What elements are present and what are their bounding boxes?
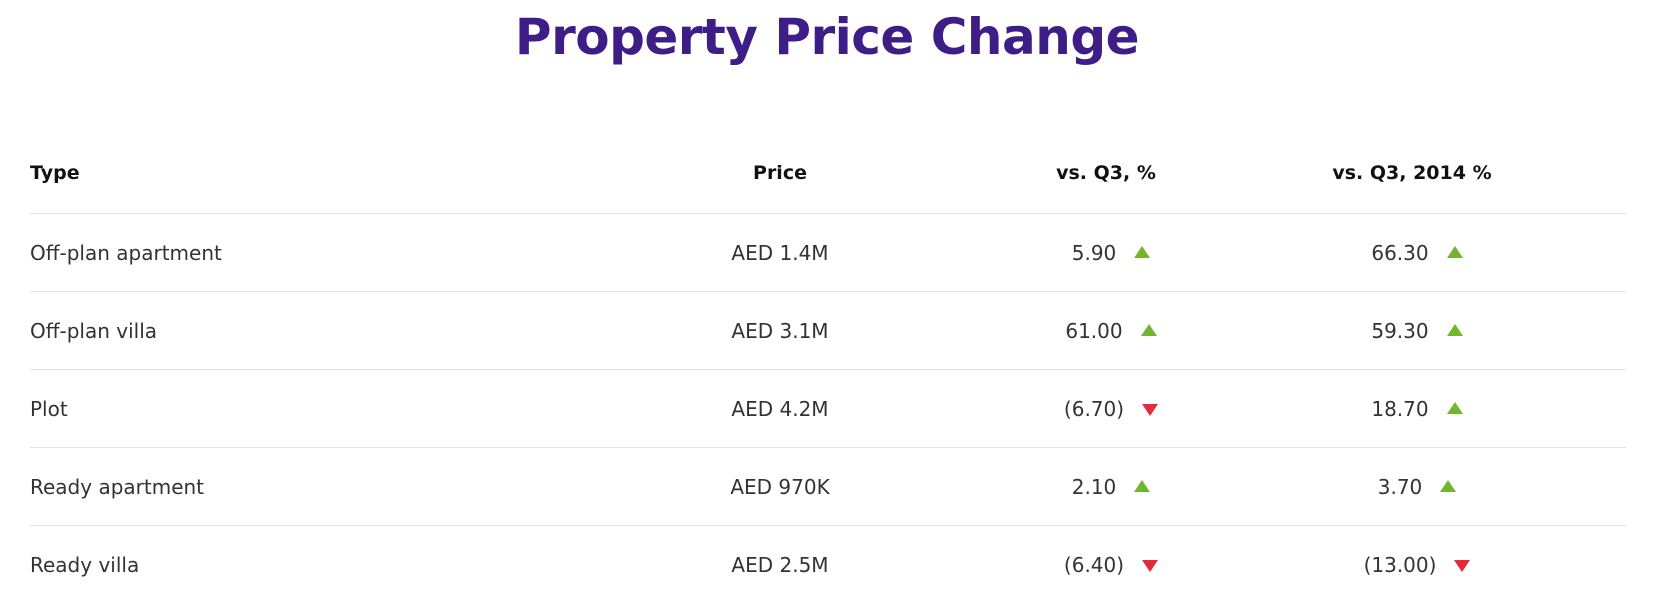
header-vs-q3-2014: vs. Q3, 2014 % — [1332, 162, 1492, 184]
vs-q3-2014-value: 18.70 — [1371, 397, 1429, 422]
vs-q3-value: (6.40) — [1063, 553, 1125, 578]
header-vs-q3: vs. Q3, % — [1056, 162, 1156, 184]
cell-vs-q3-2014: 3.70 — [1270, 447, 1626, 526]
trend-up-icon — [1140, 324, 1157, 337]
trend-up-icon — [1446, 246, 1463, 259]
cell-type: Ready villa — [30, 525, 590, 600]
table-row: Off-plan apartment AED 1.4M 5.90 66.30 — [30, 213, 1626, 292]
vs-q3-2014-value: 59.30 — [1371, 319, 1429, 344]
vs-q3-2014-value: (13.00) — [1363, 553, 1437, 578]
vs-q3-value: 61.00 — [1065, 319, 1123, 344]
cell-type: Ready apartment — [30, 447, 590, 526]
vs-q3-2014-value: 66.30 — [1371, 241, 1429, 266]
cell-price: AED 2.5M — [590, 525, 970, 600]
cell-vs-q3: (6.70) — [970, 369, 1270, 448]
cell-vs-q3: 2.10 — [970, 447, 1270, 526]
trend-up-icon — [1134, 480, 1151, 493]
cell-vs-q3: (6.40) — [970, 525, 1270, 600]
cell-vs-q3-2014: 18.70 — [1270, 369, 1626, 448]
vs-q3-value: 2.10 — [1071, 475, 1117, 500]
cell-price: AED 970K — [590, 447, 970, 526]
page-title: Property Price Change — [514, 8, 1140, 66]
cell-type: Plot — [30, 369, 590, 448]
cell-price: AED 4.2M — [590, 369, 970, 448]
cell-vs-q3: 5.90 — [970, 213, 1270, 292]
header-price: Price — [753, 162, 807, 184]
trend-up-icon — [1446, 402, 1463, 415]
cell-vs-q3-2014: (13.00) — [1270, 525, 1626, 600]
cell-vs-q3-2014: 66.30 — [1270, 213, 1626, 292]
vs-q3-value: 5.90 — [1071, 241, 1117, 266]
table-header-row: Type Price vs. Q3, % vs. Q3, 2014 % — [30, 133, 1626, 214]
table-row: Ready apartment AED 970K 2.10 3.70 — [30, 447, 1626, 526]
table-row: Plot AED 4.2M (6.70) 18.70 — [30, 369, 1626, 448]
trend-up-icon — [1134, 246, 1151, 259]
cell-type: Off-plan villa — [30, 291, 590, 370]
vs-q3-value: (6.70) — [1063, 397, 1125, 422]
vs-q3-2014-value: 3.70 — [1377, 475, 1423, 500]
trend-up-icon — [1440, 480, 1457, 493]
table-row: Off-plan villa AED 3.1M 61.00 59.30 — [30, 291, 1626, 370]
cell-type: Off-plan apartment — [30, 213, 590, 292]
cell-vs-q3: 61.00 — [970, 291, 1270, 370]
trend-down-icon — [1142, 404, 1159, 417]
price-change-table: Type Price vs. Q3, % vs. Q3, 2014 % Off-… — [30, 133, 1626, 600]
header-type: Type — [30, 162, 80, 184]
cell-price: AED 1.4M — [590, 213, 970, 292]
cell-price: AED 3.1M — [590, 291, 970, 370]
trend-up-icon — [1446, 324, 1463, 337]
trend-down-icon — [1142, 560, 1159, 573]
cell-vs-q3-2014: 59.30 — [1270, 291, 1626, 370]
trend-down-icon — [1454, 560, 1471, 573]
table-row: Ready villa AED 2.5M (6.40) (13.00) — [30, 525, 1626, 600]
